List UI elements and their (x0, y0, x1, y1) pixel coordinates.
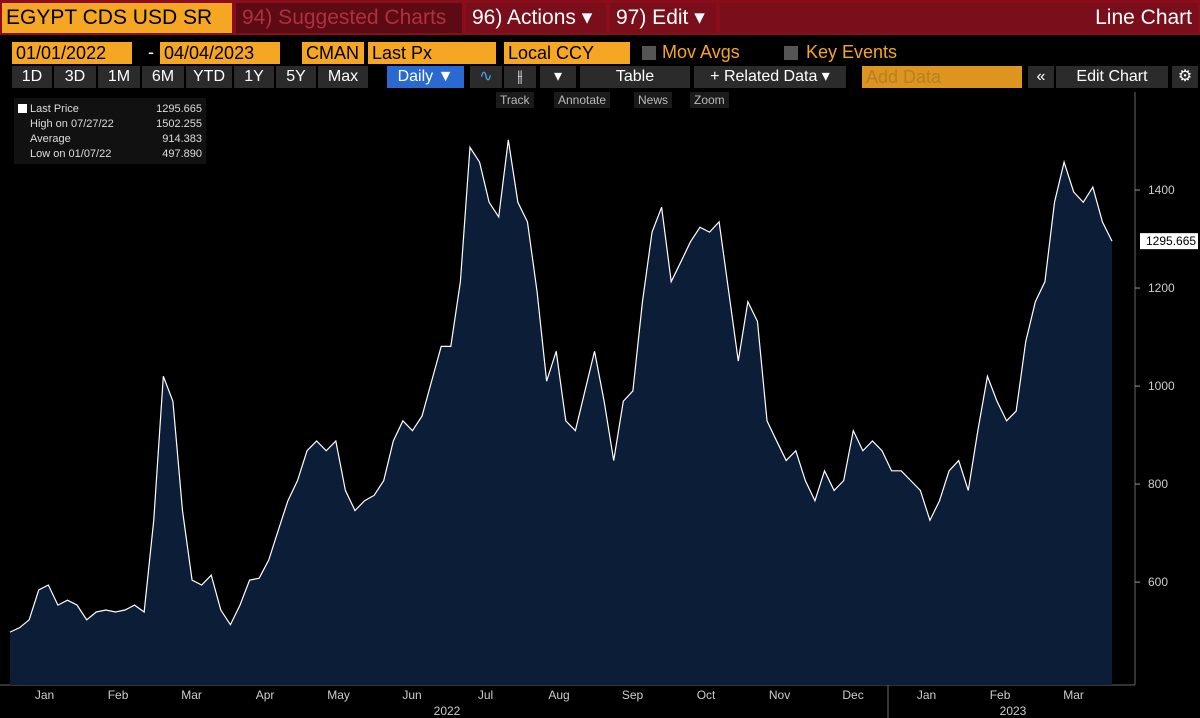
area (10, 139, 1112, 685)
period-btn[interactable]: 1M (98, 66, 140, 88)
chart: 600 800 1000 1200 1400 1295.665 Jan Feb Mar Apr Ma… (0, 92, 1198, 718)
line-icon[interactable]: ∿ (470, 66, 502, 88)
start-date[interactable]: 01/01/2022 (12, 42, 132, 64)
checkbox[interactable] (784, 46, 798, 60)
legend-swatch (18, 104, 27, 113)
x-tick-label: Dec (842, 688, 863, 702)
x-tick-label: Feb (990, 688, 1011, 702)
x-tick-label: May (327, 688, 350, 702)
stat-label: Low on 01/07/22 (30, 148, 111, 160)
year-label: 2023 (1000, 704, 1027, 718)
x-tick-label: Oct (697, 688, 716, 702)
x-tick-label: Jun (402, 688, 421, 702)
collapse[interactable]: « (1028, 66, 1054, 88)
key-events[interactable]: Key Events (806, 42, 898, 62)
y-tick-label: 1200 (1148, 281, 1175, 295)
x-tick-label: Jan (917, 688, 936, 702)
y-tick-label: 600 (1148, 575, 1168, 589)
mov-avgs[interactable]: Mov Avgs (662, 42, 740, 62)
table-btn[interactable]: Table (580, 66, 690, 88)
tool-btn[interactable]: News (634, 92, 673, 108)
frequency[interactable]: Daily ▼ (387, 66, 464, 88)
x-tick-label: Mar (1063, 688, 1084, 702)
x-tick-label: Jul (478, 688, 493, 702)
period-btn[interactable]: 5Y (276, 66, 316, 88)
x-tick-label: Nov (769, 688, 790, 702)
chart-kind: Line Chart (720, 3, 1198, 33)
stat-value: 1502.255 (156, 118, 202, 130)
security[interactable]: EGYPT CDS USD SR (2, 3, 232, 33)
price-tag-label: 1295.665 (1146, 234, 1196, 248)
x-tick-label: Jan (35, 688, 54, 702)
period-btn[interactable]: Max (318, 66, 368, 88)
stat-value: 914.383 (162, 133, 202, 145)
period-btn[interactable]: 3D (54, 66, 96, 88)
dropdown[interactable]: ▾ (540, 66, 576, 88)
end-date[interactable]: 04/04/2023 (160, 42, 280, 64)
x-tick-label: Sep (622, 688, 644, 702)
price-tag (1140, 233, 1198, 250)
y-tick-label: 800 (1148, 477, 1168, 491)
y-tick-label: 1000 (1148, 379, 1175, 393)
period-btn[interactable]: 1Y (234, 66, 274, 88)
period-btn[interactable]: 6M (142, 66, 184, 88)
y-tick-label: 1400 (1148, 183, 1175, 197)
edit-menu[interactable]: 97) Edit ▾ (610, 3, 716, 33)
line (9, 139, 1113, 633)
stat-label: High on 07/27/22 (30, 118, 114, 130)
x-tick-label: Mar (181, 688, 202, 702)
period-btn[interactable]: YTD (186, 66, 232, 88)
stat-value: 1295.665 (156, 103, 202, 115)
stats-box (14, 98, 206, 164)
stat-value: 497.890 (162, 148, 202, 160)
edit-chart[interactable]: Edit Chart (1056, 66, 1168, 88)
date-dash: - (148, 42, 154, 62)
settings[interactable]: ⚙ (1172, 66, 1198, 88)
tool-btn[interactable]: Zoom (690, 92, 729, 108)
checkbox[interactable] (642, 46, 656, 60)
year-label: 2022 (434, 704, 461, 718)
period-btn[interactable]: 1D (12, 66, 52, 88)
suggested-charts[interactable]: 94) Suggested Charts (236, 3, 462, 33)
x-tick-label: Aug (548, 688, 569, 702)
x-tick-label: Apr (256, 688, 275, 702)
stat-label: Average (30, 133, 71, 145)
actions-menu[interactable]: 96) Actions ▾ (466, 3, 606, 33)
tool-btn[interactable]: Annotate (554, 92, 611, 108)
related-data[interactable]: + Related Data ▾ (694, 66, 846, 88)
bar-icon[interactable]: ⫲ (504, 66, 536, 88)
currency[interactable]: Local CCY (504, 42, 630, 64)
add-data[interactable]: Add Data (862, 66, 1022, 88)
stat-label: Last Price (30, 103, 79, 115)
source[interactable]: CMAN (302, 42, 364, 64)
x-tick-label: Feb (108, 688, 129, 702)
tool-btn[interactable]: Track (496, 92, 534, 108)
field[interactable]: Last Px (368, 42, 496, 64)
